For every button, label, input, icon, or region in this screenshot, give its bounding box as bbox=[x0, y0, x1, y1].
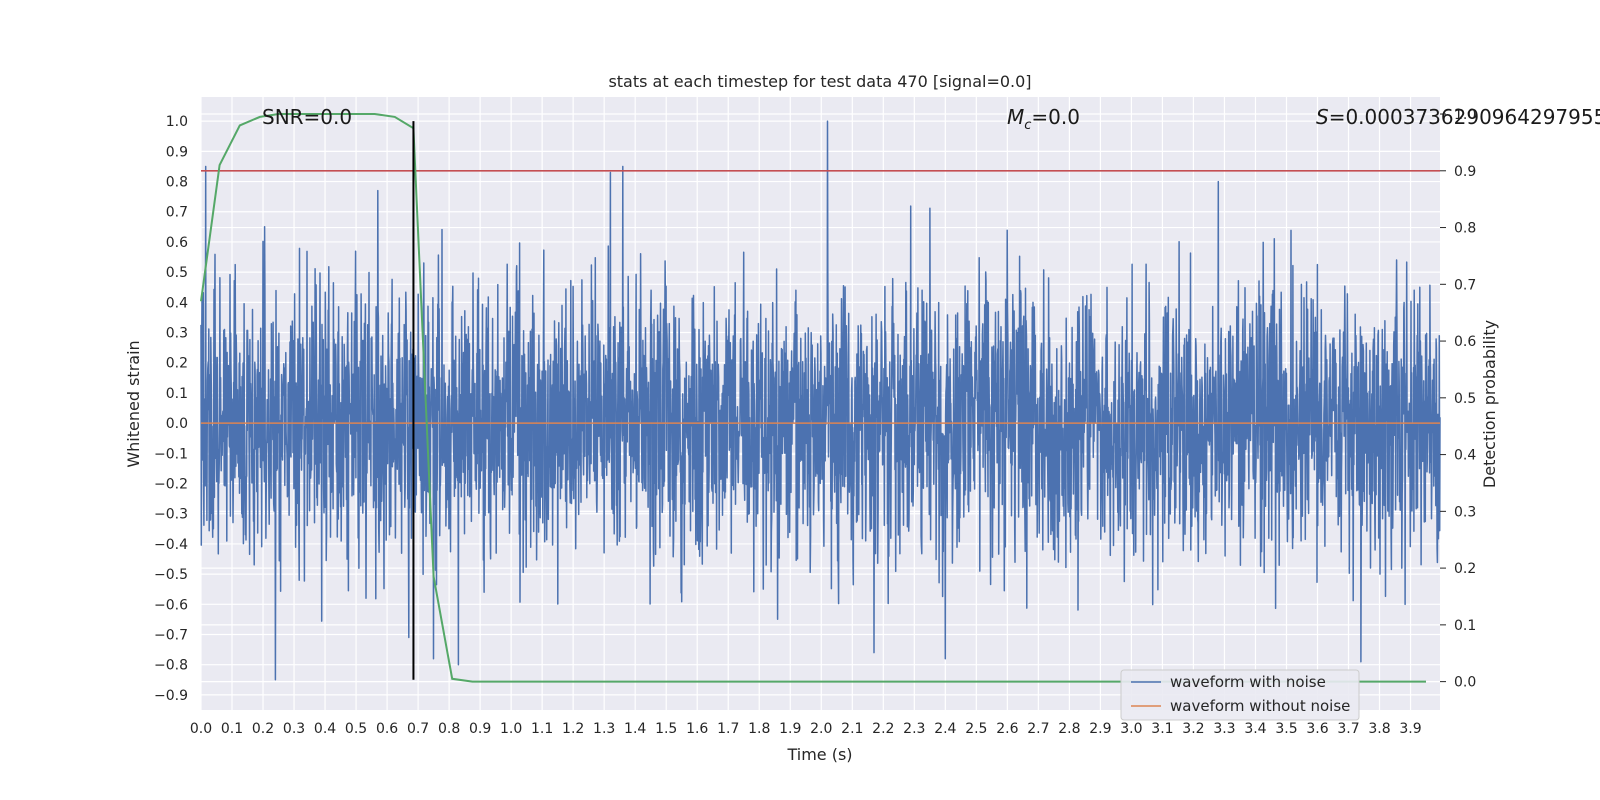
x-tick-label: 2.9 bbox=[1089, 721, 1111, 737]
x-tick-label: 0.7 bbox=[407, 721, 429, 737]
x-tick-label: 3.0 bbox=[1120, 721, 1142, 737]
y-tick-label: −0.9 bbox=[154, 688, 188, 704]
x-tick-label: 2.7 bbox=[1027, 721, 1049, 737]
y-tick-label: 0.3 bbox=[166, 326, 188, 342]
marks bbox=[200, 113, 1441, 683]
x-tick-label: 3.9 bbox=[1399, 721, 1421, 737]
y-tick-label: −0.6 bbox=[154, 597, 188, 613]
x-tick-label: 1.2 bbox=[562, 721, 584, 737]
legend-box bbox=[1120, 669, 1360, 721]
x-tick-label: 2.4 bbox=[934, 721, 956, 737]
s-annotation: S=0.0003736290964297955 bbox=[1316, 105, 1600, 129]
noisy-waveform-line bbox=[200, 120, 1441, 681]
y-tick-label: 0.9 bbox=[166, 144, 188, 160]
y-tick-label: −0.1 bbox=[154, 446, 188, 462]
x-tick-label: 1.1 bbox=[531, 721, 553, 737]
x-tick-label: 0.6 bbox=[376, 721, 398, 737]
x-tick-label: 1.0 bbox=[500, 721, 522, 737]
y-tick-label: 0.6 bbox=[166, 235, 188, 251]
y2-tick-label: 0.4 bbox=[1454, 448, 1476, 464]
s-symbol: S bbox=[1316, 105, 1329, 129]
snr-annotation: SNR=0.0 bbox=[262, 105, 352, 129]
x-tick-label: 1.6 bbox=[686, 721, 708, 737]
y-tick-label: −0.4 bbox=[154, 537, 188, 553]
y-tick-label: 0.5 bbox=[166, 265, 188, 281]
x-tick-label: 0.8 bbox=[438, 721, 460, 737]
chirp-mass-annotation: Mc=0.0 bbox=[1007, 105, 1080, 133]
y2-tick-label: 0.0 bbox=[1454, 675, 1476, 691]
ticks: 0.0 0.1 0.2 0.3 0.4 0.5 0.6 0.7 0.8 0.9 1.0 1.1 1.2 1… bbox=[154, 107, 1476, 737]
y-tick-label: 0.4 bbox=[166, 295, 188, 311]
x-tick-label: 3.4 bbox=[1244, 721, 1266, 737]
y-tick-label: −0.3 bbox=[154, 507, 188, 523]
x-tick-label: 0.5 bbox=[345, 721, 367, 737]
y2-tick-label: 0.7 bbox=[1454, 277, 1476, 293]
chart-title: stats at each timestep for test data 470… bbox=[608, 72, 1031, 91]
y2-tick-label: 0.5 bbox=[1454, 391, 1476, 407]
x-tick-label: 3.5 bbox=[1275, 721, 1297, 737]
x-tick-label: 2.8 bbox=[1058, 721, 1080, 737]
y-tick-label: −0.2 bbox=[154, 477, 188, 493]
x-tick-label: 1.4 bbox=[624, 721, 646, 737]
legend-label-clean: waveform without noise bbox=[1170, 697, 1350, 715]
x-tick-label: 2.6 bbox=[996, 721, 1018, 737]
y-tick-label: 0.2 bbox=[166, 356, 188, 372]
y-tick-label: 1.0 bbox=[166, 114, 188, 130]
y2-tick-label: 0.2 bbox=[1454, 561, 1476, 577]
y-axis-label: Whitened strain bbox=[124, 340, 143, 467]
x-tick-label: 3.3 bbox=[1213, 721, 1235, 737]
x-tick-label: 3.6 bbox=[1306, 721, 1328, 737]
y-tick-label: −0.5 bbox=[154, 567, 188, 583]
x-tick-label: 2.1 bbox=[841, 721, 863, 737]
x-tick-label: 1.9 bbox=[779, 721, 801, 737]
y2-tick-label: 0.3 bbox=[1454, 504, 1476, 520]
x-tick-label: 2.5 bbox=[965, 721, 987, 737]
x-tick-label: 2.2 bbox=[872, 721, 894, 737]
chirp-mass-subscript: c bbox=[1024, 118, 1031, 133]
y2-tick-label: 1.0 bbox=[1454, 107, 1476, 123]
y-tick-label: 0.0 bbox=[166, 416, 188, 432]
legend-label-noise: waveform with noise bbox=[1170, 673, 1326, 691]
s-value: =0.0003736290964297955 bbox=[1329, 105, 1600, 129]
x-tick-label: 0.3 bbox=[283, 721, 305, 737]
y-tick-label: −0.7 bbox=[154, 628, 188, 644]
legend: waveform with noise waveform without noi… bbox=[1120, 669, 1360, 721]
x-tick-label: 3.1 bbox=[1151, 721, 1173, 737]
x-tick-label: 0.0 bbox=[190, 721, 212, 737]
x-tick-label: 1.8 bbox=[748, 721, 770, 737]
x-tick-label: 1.5 bbox=[655, 721, 677, 737]
x-tick-label: 1.3 bbox=[593, 721, 615, 737]
x-tick-label: 0.9 bbox=[469, 721, 491, 737]
y-tick-label: 0.8 bbox=[166, 175, 188, 191]
x-tick-label: 0.1 bbox=[221, 721, 243, 737]
y2-tick-label: 0.9 bbox=[1454, 164, 1476, 180]
y2-tick-label: 0.6 bbox=[1454, 334, 1476, 350]
y-tick-label: 0.7 bbox=[166, 205, 188, 221]
y2-axis-label: Detection probability bbox=[1480, 320, 1499, 488]
x-tick-label: 2.0 bbox=[810, 721, 832, 737]
x-tick-label: 2.3 bbox=[903, 721, 925, 737]
x-tick-label: 3.2 bbox=[1182, 721, 1204, 737]
y2-tick-label: 0.8 bbox=[1454, 221, 1476, 237]
y-tick-label: −0.8 bbox=[154, 658, 188, 674]
y2-tick-label: 0.1 bbox=[1454, 618, 1476, 634]
y-tick-label: 0.1 bbox=[166, 386, 188, 402]
chirp-mass-value: =0.0 bbox=[1031, 105, 1080, 129]
chirp-mass-symbol: M bbox=[1007, 105, 1024, 129]
x-tick-label: 3.7 bbox=[1337, 721, 1359, 737]
x-tick-label: 0.2 bbox=[252, 721, 274, 737]
x-tick-label: 0.4 bbox=[314, 721, 336, 737]
x-tick-label: 3.8 bbox=[1368, 721, 1390, 737]
x-axis-label: Time (s) bbox=[786, 745, 852, 764]
x-tick-label: 1.7 bbox=[717, 721, 739, 737]
